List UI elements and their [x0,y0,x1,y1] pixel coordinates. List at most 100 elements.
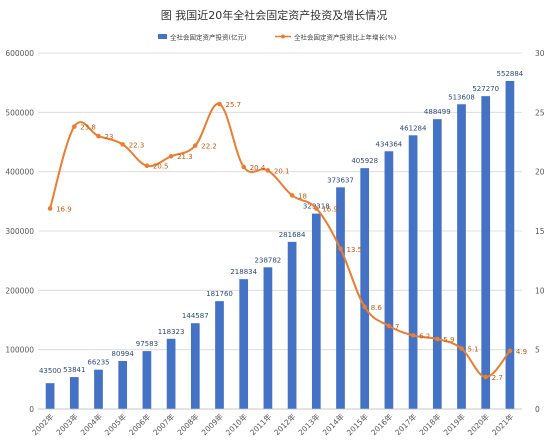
x-tick-label: 2008年 [175,411,201,437]
x-tick-label: 2003年 [54,411,80,437]
bar [215,301,224,409]
line-value-label: 4.9 [516,348,527,356]
line-point [386,323,392,329]
x-tick-label: 2017年 [393,411,419,437]
line-value-label: 20.5 [153,163,169,171]
line-value-label: 23 [105,133,114,141]
bar-value-label: 144587 [182,312,209,320]
y-right-tick-label: 10 [535,286,545,295]
line-value-label: 16.9 [322,205,338,213]
line-value-label: 7 [395,323,399,331]
chart-title: 图 我国近20年全社会固定资产投资及增长情况 [161,8,388,22]
line-point [289,193,295,198]
bar [142,351,152,409]
y-right-tick-label: 20 [535,168,545,177]
line-point [168,153,174,159]
bar [190,323,200,409]
y-right-tick-label: 5 [535,346,540,355]
line-value-label: 16.9 [56,205,72,213]
line-point [144,163,150,169]
y-left-tick-label: 300000 [5,227,34,236]
bar-series [45,80,515,410]
x-tick-label: 2005年 [102,411,128,437]
x-tick-label: 2002年 [30,411,56,437]
x-tick-label: 2013年 [296,411,322,437]
x-tick-label: 2007年 [151,411,177,437]
x-tick-label: 2006年 [126,411,152,437]
line-value-label: 22.2 [201,143,217,151]
line-point [459,346,464,351]
bar-value-label: 405928 [351,157,378,165]
bar-value-label: 488499 [424,108,451,116]
bar [45,383,55,409]
line-value-labels: 16.9 23.8 23 22.3 20.5 21.3 22.2 25.7 20.4 20.1 18… [56,101,527,382]
bar-value-label: 43500 [39,367,61,375]
line-point [72,124,77,129]
bar [360,168,370,409]
line-point [120,142,125,147]
bar [408,135,418,410]
line-point [96,133,101,139]
bar-value-label: 181760 [206,290,233,298]
x-tick-label: 2018年 [417,411,443,437]
line-value-label: 21.3 [177,153,193,161]
bar [287,241,297,409]
line-value-label: 2.7 [492,374,503,382]
line-point [47,206,53,211]
line-point [314,206,319,211]
bar-value-label: 53841 [63,366,85,374]
legend-bar-label: 全社会固定资产投资(亿元) [170,33,247,42]
y-right-tick-label: 30 [535,49,545,58]
bar-value-label: 434364 [376,140,403,148]
y-right-tick-label: 15 [535,227,545,236]
line-point [217,101,222,107]
bar [263,267,273,409]
y-right-tick-label: 25 [535,108,545,117]
legend-bar-swatch [158,34,167,39]
line-value-label: 5.9 [443,336,454,344]
line-value-label: 23.8 [80,124,96,132]
x-tick-label: 2016年 [368,411,394,437]
bar [239,279,249,409]
line-series [47,101,513,380]
line-value-label: 20.4 [250,164,266,172]
bar [481,96,491,409]
line-value-label: 6.2 [419,332,430,340]
bar-value-label: 97583 [136,340,158,348]
y-left-tick-label: 200000 [5,286,34,295]
line-point [435,336,440,342]
line-point [483,374,489,380]
x-tick-label: 2012年 [272,411,298,437]
x-tick-label: 2015年 [344,411,370,437]
y-right-tick-label: 0 [535,405,540,414]
bar [384,151,394,410]
bar-value-label: 66235 [87,359,109,367]
line-value-label: 25.7 [226,101,242,109]
line-point [410,333,416,338]
line-value-label: 5.1 [468,345,479,353]
line-value-label: 22.3 [129,141,145,149]
y-left-tick-label: 100000 [5,346,34,355]
line-point [241,164,246,170]
x-tick-label: 2010年 [223,411,249,437]
bar-value-label: 281684 [279,231,306,239]
bar [311,213,321,409]
x-tick-label: 2009年 [199,411,225,437]
line-value-label: 20.1 [274,167,290,175]
legend-line-label: 全社会固定资产投资比上年增长(%) [294,33,396,42]
bar-value-label: 118323 [158,328,185,336]
bar-value-label: 80994 [112,350,135,358]
x-tick-label: 2004年 [78,411,104,437]
bar [69,377,79,409]
y-axis-left: 0 100000 200000 300000 400000 500000 600000 [5,49,34,414]
bar [432,119,442,409]
line-point [362,304,368,310]
line-point [338,246,343,252]
bar [118,360,128,409]
line-value-label: 8.6 [371,304,383,312]
bar-value-label: 373637 [327,176,354,184]
x-tick-label: 2020年 [465,411,491,437]
